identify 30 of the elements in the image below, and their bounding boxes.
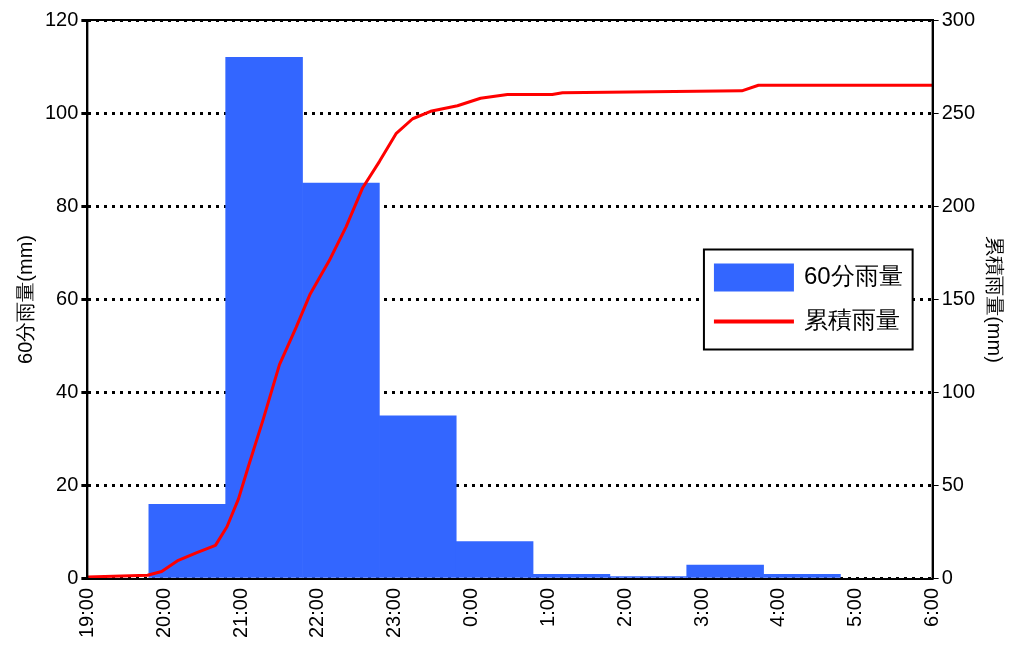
x-tick-label: 5:00 bbox=[843, 587, 866, 627]
x-tick-label: 19:00 bbox=[74, 587, 97, 639]
y-tick-label: 0 bbox=[67, 566, 79, 589]
y-tick-label: 120 bbox=[44, 7, 79, 30]
y2-tick-label: 150 bbox=[941, 286, 976, 309]
y2-axis-title: 累積雨量(mm) bbox=[984, 236, 1007, 363]
y-axis-title: 60分雨量(mm) bbox=[13, 235, 36, 364]
x-tick-label: 2:00 bbox=[612, 587, 635, 627]
x-tick-label: 6:00 bbox=[920, 587, 943, 627]
x-tick-label: 4:00 bbox=[766, 587, 789, 627]
y2-tick-label: 100 bbox=[941, 380, 976, 403]
x-tick-label: 0:00 bbox=[459, 587, 482, 627]
y2-tick-label: 0 bbox=[941, 566, 953, 589]
y-tick-label: 60 bbox=[56, 286, 79, 309]
y-tick-label: 20 bbox=[56, 473, 79, 496]
x-tick-label: 21:00 bbox=[228, 587, 251, 639]
y2-tick-label: 300 bbox=[941, 7, 976, 30]
y-tick-label: 80 bbox=[56, 193, 79, 216]
y2-tick-label: 250 bbox=[941, 100, 976, 123]
x-tick-label: 23:00 bbox=[382, 587, 405, 639]
legend-label: 60分雨量 bbox=[803, 262, 903, 290]
x-tick-label: 22:00 bbox=[305, 587, 328, 639]
y-tick-label: 40 bbox=[56, 380, 79, 403]
x-tick-label: 20:00 bbox=[151, 587, 174, 639]
legend-label: 累積雨量 bbox=[803, 306, 900, 334]
x-tick-label: 3:00 bbox=[689, 587, 712, 627]
x-tick-label: 1:00 bbox=[535, 587, 558, 627]
y2-tick-label: 200 bbox=[941, 193, 976, 216]
y2-tick-label: 50 bbox=[941, 473, 964, 496]
y-tick-label: 100 bbox=[44, 100, 79, 123]
